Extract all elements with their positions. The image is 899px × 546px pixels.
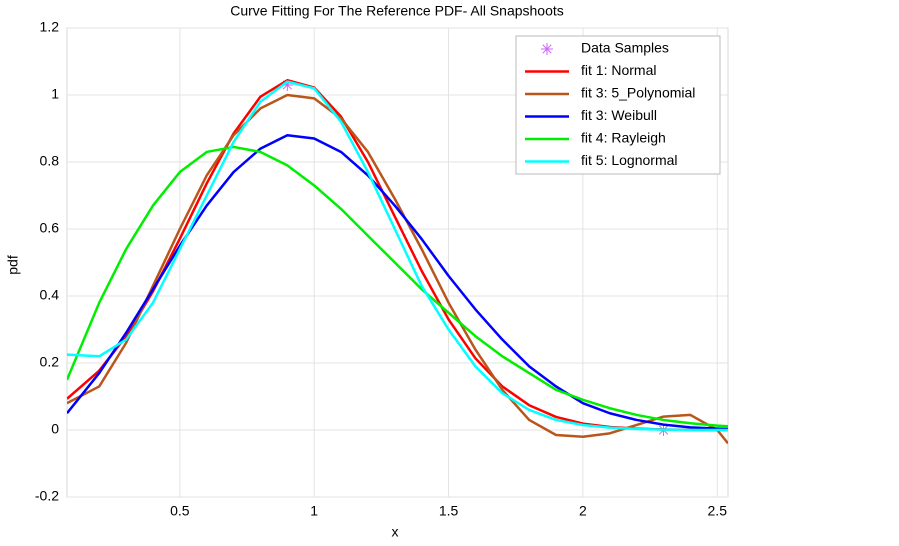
y-axis-label: pdf (5, 255, 21, 275)
fit-line (67, 133, 728, 431)
y-tick-label: 1.2 (40, 19, 60, 35)
legend-label: fit 4: Rayleigh (581, 130, 666, 146)
x-tick-label: 1.5 (439, 503, 459, 519)
data-sample (281, 78, 294, 91)
legend-swatch (541, 43, 553, 55)
legend-label: fit 1: Normal (581, 62, 656, 78)
fit-line (67, 145, 728, 428)
y-tick-label: 0 (51, 421, 59, 437)
legend-label: Data Samples (581, 40, 669, 56)
y-tick-label: -0.2 (35, 488, 59, 504)
legend-label: fit 3: Weibull (581, 107, 657, 123)
y-tick-label: 1 (51, 86, 59, 102)
chart-title: Curve Fitting For The Reference PDF- All… (230, 3, 564, 19)
legend-label: fit 5: Lognormal (581, 152, 678, 168)
y-tick-label: 0.4 (40, 287, 60, 303)
x-axis-label: x (392, 524, 399, 540)
legend-box (515, 35, 721, 175)
y-tick-label: 0.2 (40, 354, 60, 370)
y-tick-label: 0.8 (40, 153, 60, 169)
x-tick-label: 0.5 (170, 503, 190, 519)
fit-line (67, 80, 728, 432)
x-tick-label: 2 (579, 503, 587, 519)
legend-label: fit 3: 5_Polynomial (581, 85, 695, 101)
x-tick-label: 2.5 (708, 503, 728, 519)
y-tick-label: 0.6 (40, 220, 60, 236)
x-tick-label: 1 (310, 503, 318, 519)
